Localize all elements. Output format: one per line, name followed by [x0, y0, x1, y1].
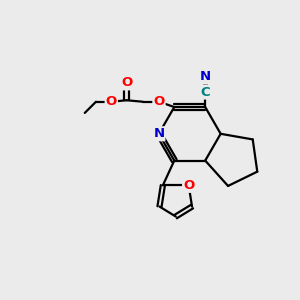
Text: C: C	[200, 85, 210, 98]
Text: O: O	[121, 76, 132, 89]
Text: O: O	[106, 95, 117, 108]
Text: N: N	[200, 70, 211, 83]
Text: O: O	[153, 95, 165, 108]
Text: O: O	[183, 179, 194, 192]
Text: N: N	[153, 127, 164, 140]
